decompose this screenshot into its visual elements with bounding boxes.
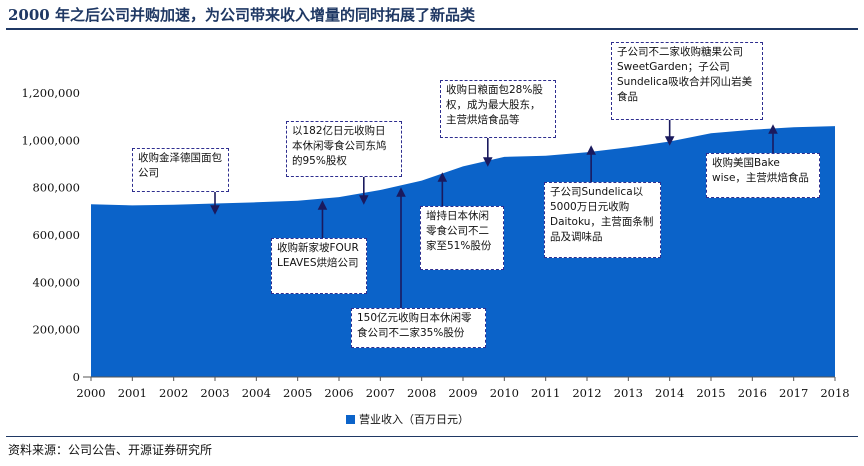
y-tick-label: 600,000	[32, 228, 80, 242]
source-note: 资料来源：公司公告、开源证券研究所	[8, 443, 213, 457]
annotation-box: 收购金泽德国面包公司	[132, 148, 229, 192]
x-tick-label: 2011	[531, 386, 560, 400]
x-tick-label: 2001	[118, 386, 147, 400]
legend-label: 营业收入（百万日元）	[359, 413, 469, 426]
x-tick-label: 2007	[366, 386, 395, 400]
x-tick-label: 2013	[614, 386, 643, 400]
chart-legend: 营业收入（百万日元）	[346, 411, 469, 427]
x-tick-label: 2005	[283, 386, 312, 400]
x-tick-label: 2015	[696, 386, 725, 400]
footer-divider	[6, 436, 858, 437]
x-tick-label: 2006	[324, 386, 353, 400]
x-tick-label: 2008	[407, 386, 436, 400]
x-tick-label: 2012	[572, 386, 601, 400]
x-tick-label: 2002	[159, 386, 188, 400]
annotation-box: 子公司不二家收购糖果公司SweetGarden；子公司Sundelica吸收合并…	[611, 42, 763, 120]
y-tick-label: 1,000,000	[21, 133, 80, 147]
annotation-box: 子公司Sundelica以5000万日元收购Daitoku，主营面条制品及调味品	[544, 182, 661, 258]
annotation-box: 收购新家坡FOUR LEAVES烘焙公司	[271, 238, 367, 294]
x-tick-label: 2003	[200, 386, 229, 400]
x-tick-label: 2004	[242, 386, 271, 400]
x-tick-label: 2017	[779, 386, 808, 400]
legend-swatch	[346, 415, 355, 424]
x-tick-label: 2000	[76, 386, 105, 400]
x-tick-label: 2016	[738, 386, 767, 400]
x-tick-label: 2009	[448, 386, 477, 400]
x-tick-label: 2010	[490, 386, 519, 400]
y-tick-label: 1,200,000	[21, 86, 80, 100]
annotation-box: 收购日粮面包28%股权，成为最大股东，主营烘焙食品等	[440, 80, 556, 138]
x-tick-label: 2014	[655, 386, 684, 400]
y-tick-label: 800,000	[32, 181, 80, 195]
y-tick-label: 400,000	[32, 275, 80, 289]
annotation-box: 以182亿日元收购日本休闲零食公司东鸠的95%股权	[286, 121, 402, 177]
y-tick-label: 0	[73, 370, 80, 384]
annotation-box: 150亿元收购日本休闲零食公司不二家35%股份	[351, 308, 486, 348]
y-tick-label: 200,000	[32, 323, 80, 337]
annotation-box: 增持日本休闲零食公司不二家至51%股份	[420, 206, 504, 270]
annotation-box: 收购美国Bake wise，主营烘焙食品	[706, 153, 820, 198]
page-title: 2000 年之后公司并购加速，为公司带来收入增量的同时拓展了新品类	[8, 6, 475, 24]
title-divider	[6, 28, 858, 30]
x-tick-label: 2018	[820, 386, 849, 400]
